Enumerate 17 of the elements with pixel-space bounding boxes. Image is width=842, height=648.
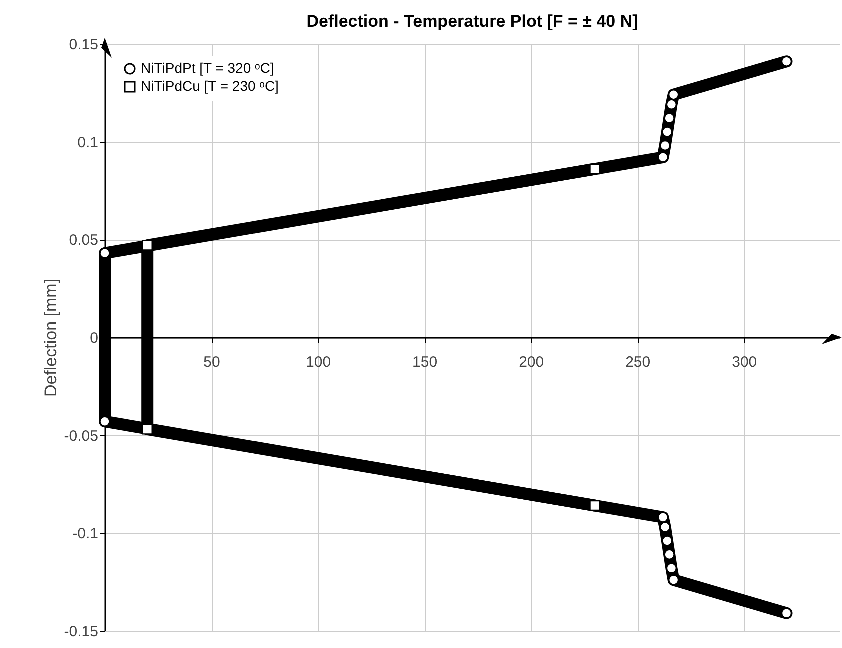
x-tick-label: 100 (306, 354, 332, 371)
y-tick-label: 0.05 (69, 232, 98, 250)
y-tick-label: 0.15 (69, 36, 98, 54)
y-axis-title: Deflection [mm] (41, 278, 60, 398)
legend-label: NiTiPdCu [T = 230 ᵒC] (141, 78, 279, 94)
chart-title: Deflection - Temperature Plot [F = ± 40 N] (306, 12, 638, 31)
legend-label: NiTiPdPt [T = 320 ᵒC] (141, 60, 274, 76)
x-tick-label: 250 (626, 354, 651, 371)
y-tick-label: -0.15 (64, 624, 98, 640)
x-tick-label: 300 (732, 354, 758, 371)
y-tick-label: -0.1 (72, 526, 98, 543)
y-tick-label: 0.1 (78, 134, 98, 152)
y-tick-label: -0.05 (64, 428, 98, 445)
x-tick-label: 50 (204, 354, 220, 371)
y-tick-label: 0 (90, 330, 98, 347)
x-tick-label: 150 (412, 354, 438, 371)
x-tick-label: 200 (519, 354, 544, 371)
